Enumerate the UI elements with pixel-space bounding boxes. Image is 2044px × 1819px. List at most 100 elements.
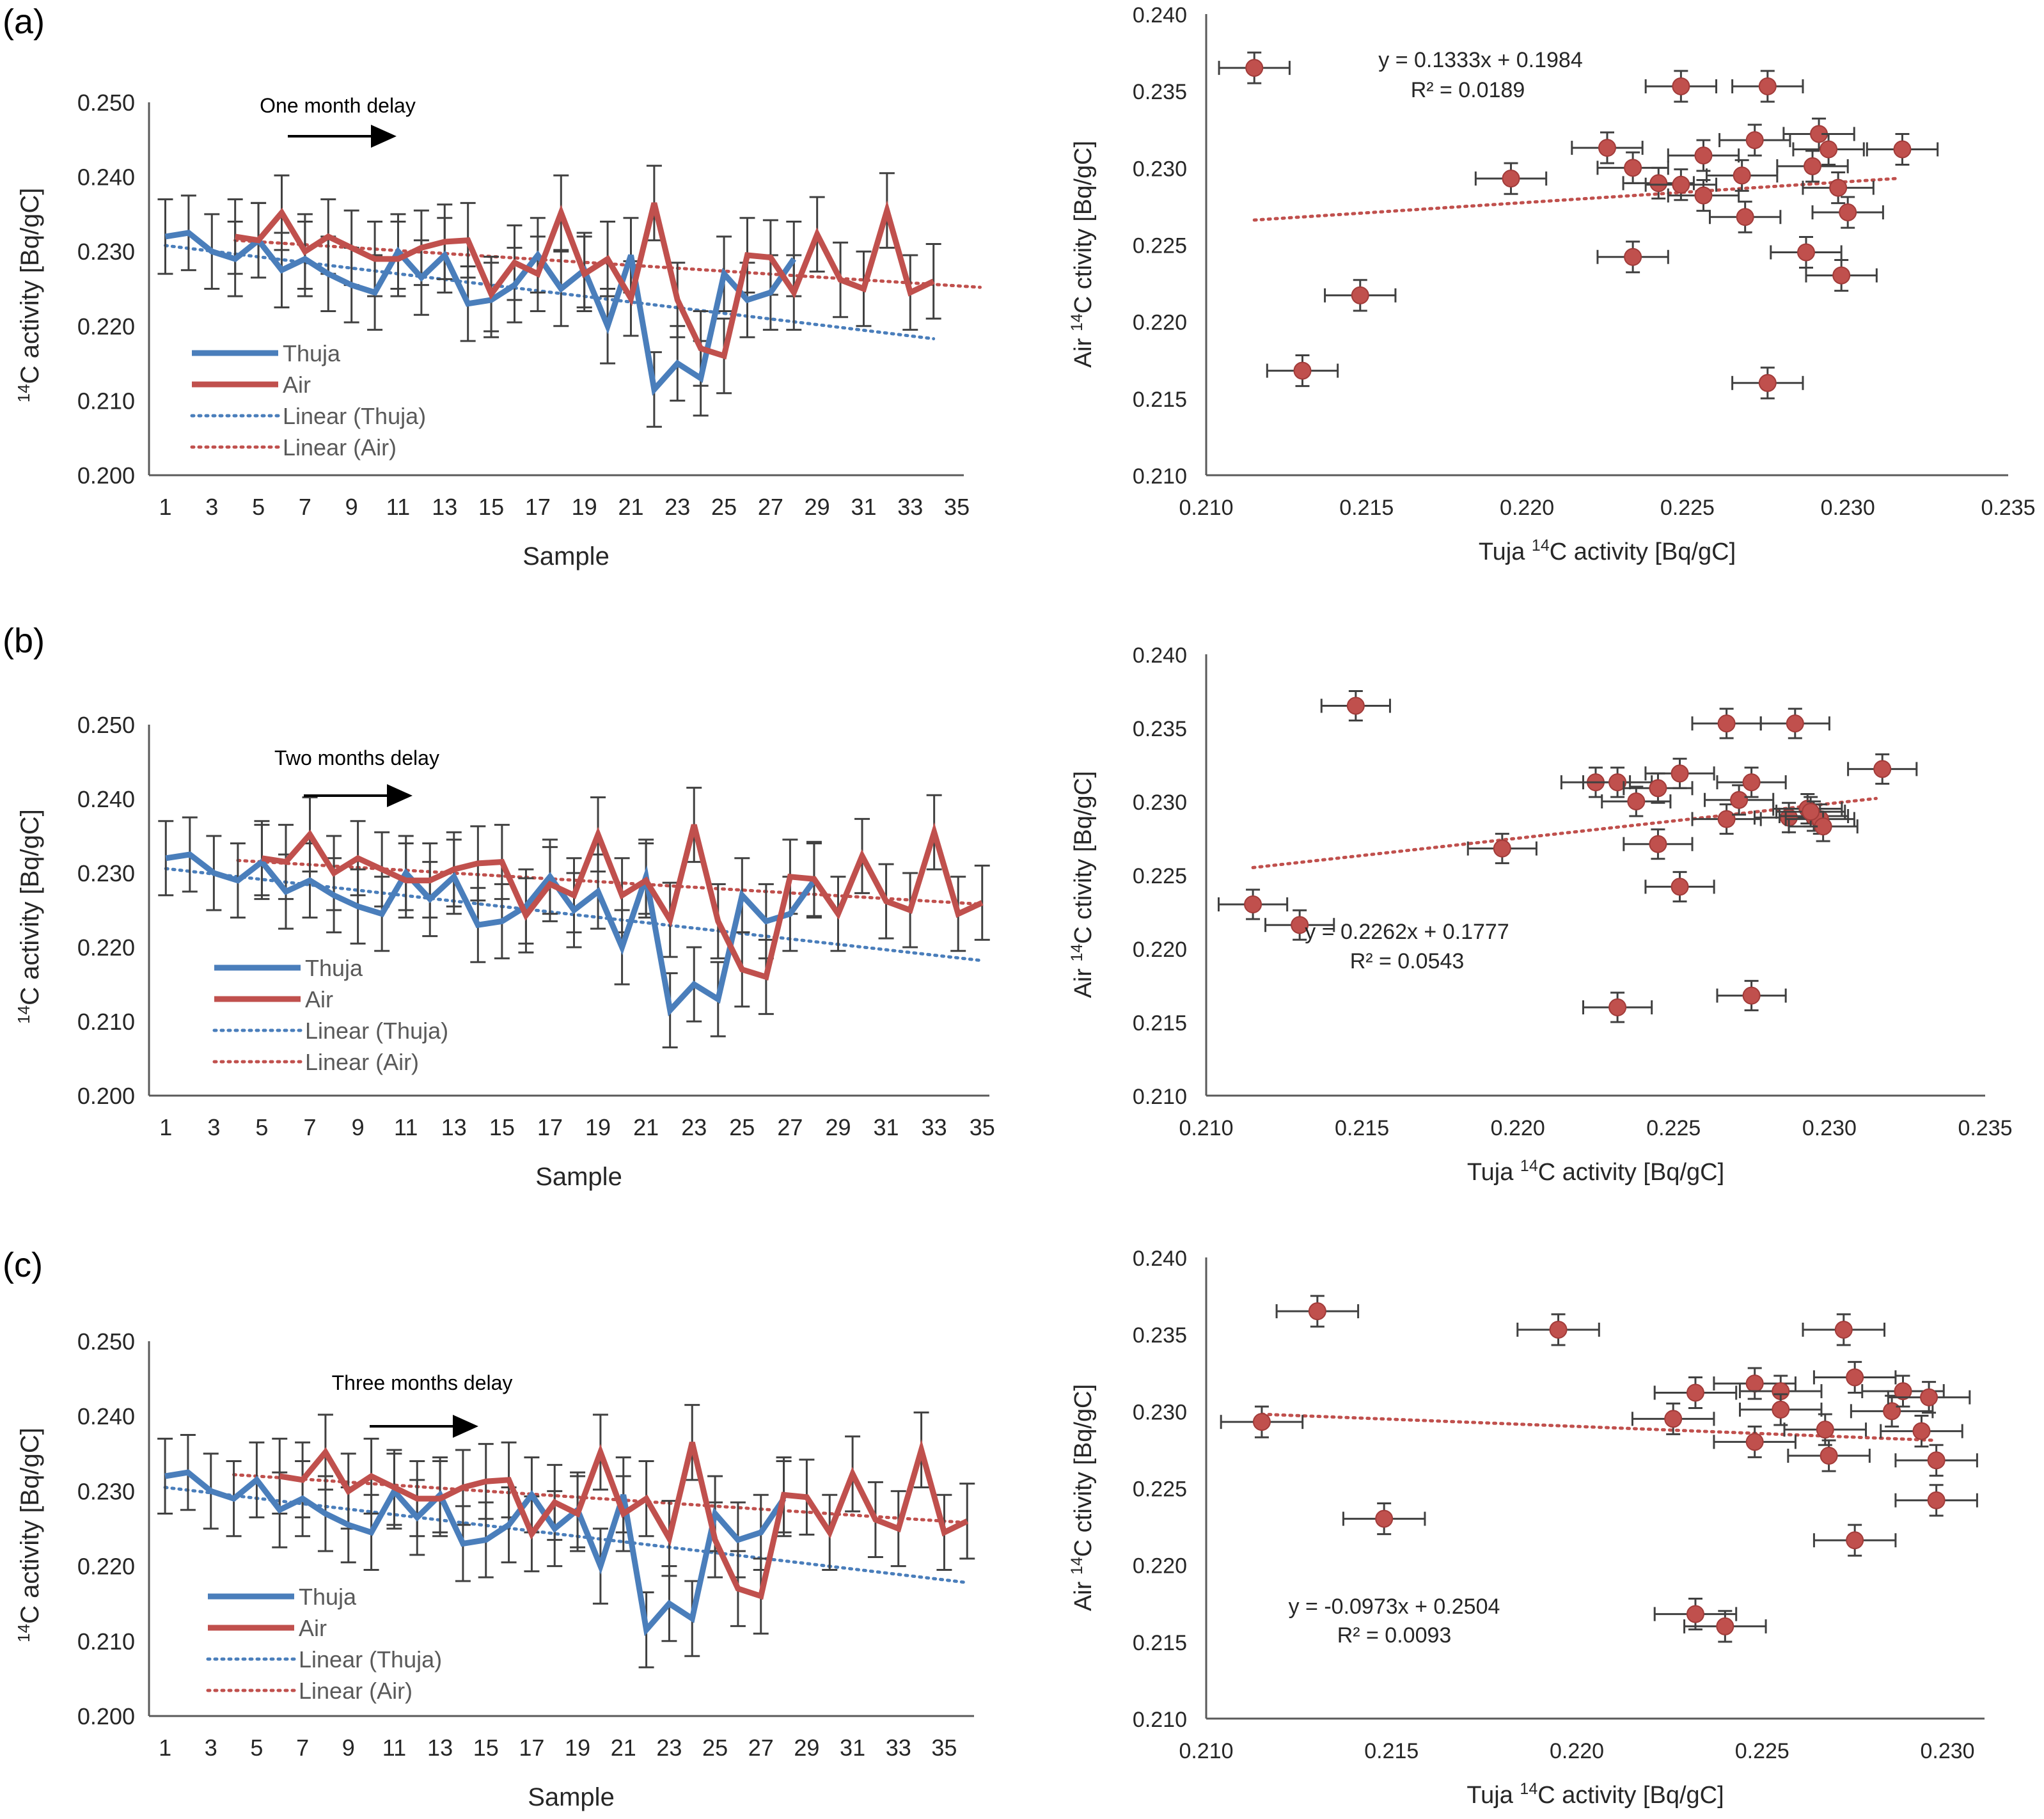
x-tick-label: 33 [897,494,923,520]
x-tick-label: 7 [304,1114,317,1140]
delay-annotation: One month delay [260,94,416,117]
trend-equation: y = 0.1333x + 0.1984 [1378,48,1582,72]
y-axis-label: Air 14C ctivity [Bq/gC] [1068,771,1097,998]
data-point [1717,714,1736,733]
trend-equation: y = 0.2262x + 0.1777 [1305,920,1509,944]
y-tick-label: 0.220 [1133,1554,1187,1579]
y-axis-label-pre: Air [1070,1575,1097,1611]
x-tick-label: 5 [255,1114,268,1140]
x-axis-label-pre: Tuja [1466,1782,1520,1809]
y-axis-label: 14C activity [Bq/gC] [14,1428,44,1642]
data-point [1927,1491,1946,1509]
x-axis-label-post: C activity [Bq/gC] [1550,539,1736,565]
x-tick-label: 17 [525,494,551,520]
y-tick-label: 0.210 [1133,1708,1187,1732]
x-tick-label: 27 [777,1114,803,1140]
x-tick-label: 0.215 [1335,1116,1389,1140]
data-point [1293,361,1312,380]
data-point [1549,1320,1568,1339]
panel-label-b: (b) [3,622,45,660]
y-axis-label-pre: Air [1070,962,1097,998]
legend-label-thuja: Thuja [305,955,363,981]
x-tick-label: 7 [296,1735,309,1761]
series-line-air [234,200,935,360]
data-point [1686,1605,1704,1623]
data-point [1672,77,1690,95]
legend-label-air: Air [299,1615,327,1641]
x-axis-label-post: C activity [Bq/gC] [1537,1782,1724,1809]
y-axis-label: 14C activity [Bq/gC] [14,809,44,1024]
y-tick-label: 0.240 [77,1403,135,1429]
x-axis-label-sup: 14 [1520,1157,1538,1175]
data-point [1846,1368,1864,1387]
data-point [1351,286,1369,304]
x-tick-label: 23 [681,1114,707,1140]
legend-label-linear-air: Linear (Air) [299,1678,413,1704]
y-tick-label: 0.220 [77,1554,135,1580]
delay-annotation: Three months delay [332,1371,513,1394]
y-tick-label: 0.200 [77,462,135,489]
y-tick-label: 0.210 [1133,1085,1187,1109]
y-tick-label: 0.250 [77,90,135,116]
y-tick-label: 0.235 [1133,80,1187,104]
delay-annotation: Two months delay [274,746,439,769]
data-point [1786,714,1804,733]
x-tick-label: 1 [159,1114,172,1140]
x-tick-label: 9 [352,1114,365,1140]
y-tick-label: 0.230 [77,239,135,265]
data-point [1796,243,1815,262]
legend-label-linear-thuja: Linear (Thuja) [305,1018,448,1044]
scatter-chart-2: 0.210 0.215 0.220 0.225 0.230 0.235 0.240 0.210… [1068,643,2013,1186]
y-tick-label: 0.210 [1133,464,1187,489]
x-tick-label: 0.220 [1550,1739,1604,1763]
x-tick-label: 17 [519,1735,544,1761]
y-axis-label-main: C activity [Bq/gC] [16,1428,44,1624]
y-axis-label-post: C ctivity [Bq/gC] [1070,771,1097,943]
data-point [1733,166,1751,185]
data-point [1758,77,1777,95]
data-point [1745,131,1764,150]
y-axis-label-sup: 14 [1068,313,1086,331]
x-axis-label-pre: Tuja [1467,1159,1520,1186]
data-point [1894,1382,1912,1401]
x-tick-label: 15 [489,1114,515,1140]
y-axis-label-sup: 14 [14,1005,33,1024]
x-tick-label: 3 [205,494,218,520]
trend-r-squared: R² = 0.0189 [1411,78,1525,102]
y-tick-label: 0.235 [1133,717,1187,741]
delay-arrow-head [453,1415,478,1438]
legend-label-thuja: Thuja [299,1584,357,1610]
x-tick-label: 0.230 [1921,1739,1975,1763]
data-point [1502,169,1520,188]
x-tick-label: 3 [207,1114,220,1140]
y-axis-label: 14C activity [Bq/gC] [14,188,44,403]
x-tick-label: 13 [432,494,457,520]
y-tick-label: 0.240 [1133,1247,1187,1271]
data-point [1686,1383,1704,1402]
data-point [1308,1302,1326,1321]
data-point [1493,839,1511,858]
data-point [1664,1410,1683,1428]
y-tick-label: 0.225 [1133,234,1187,258]
y-axis-label-sup: 14 [1068,1557,1086,1575]
data-point [1832,266,1851,285]
data-point [1883,1402,1901,1421]
x-tick-label: 11 [382,1735,406,1761]
x-tick-label: 19 [565,1735,590,1761]
x-tick-label: 9 [345,494,358,520]
data-point [1252,1413,1271,1431]
y-tick-label: 0.250 [77,1328,135,1355]
panel-label-a: (a) [3,3,45,41]
series-line-air [279,1439,969,1600]
trend-equation: y = -0.0973x + 0.2504 [1289,1595,1500,1619]
x-tick-label: 25 [729,1114,755,1140]
data-point [1927,1451,1946,1470]
x-tick-label: 11 [386,494,410,520]
y-tick-label: 0.220 [1133,938,1187,962]
y-tick-label: 0.240 [1133,643,1187,668]
legend-label-air: Air [305,986,333,1012]
y-tick-label: 0.225 [1133,1477,1187,1502]
y-tick-label: 0.230 [1133,791,1187,815]
